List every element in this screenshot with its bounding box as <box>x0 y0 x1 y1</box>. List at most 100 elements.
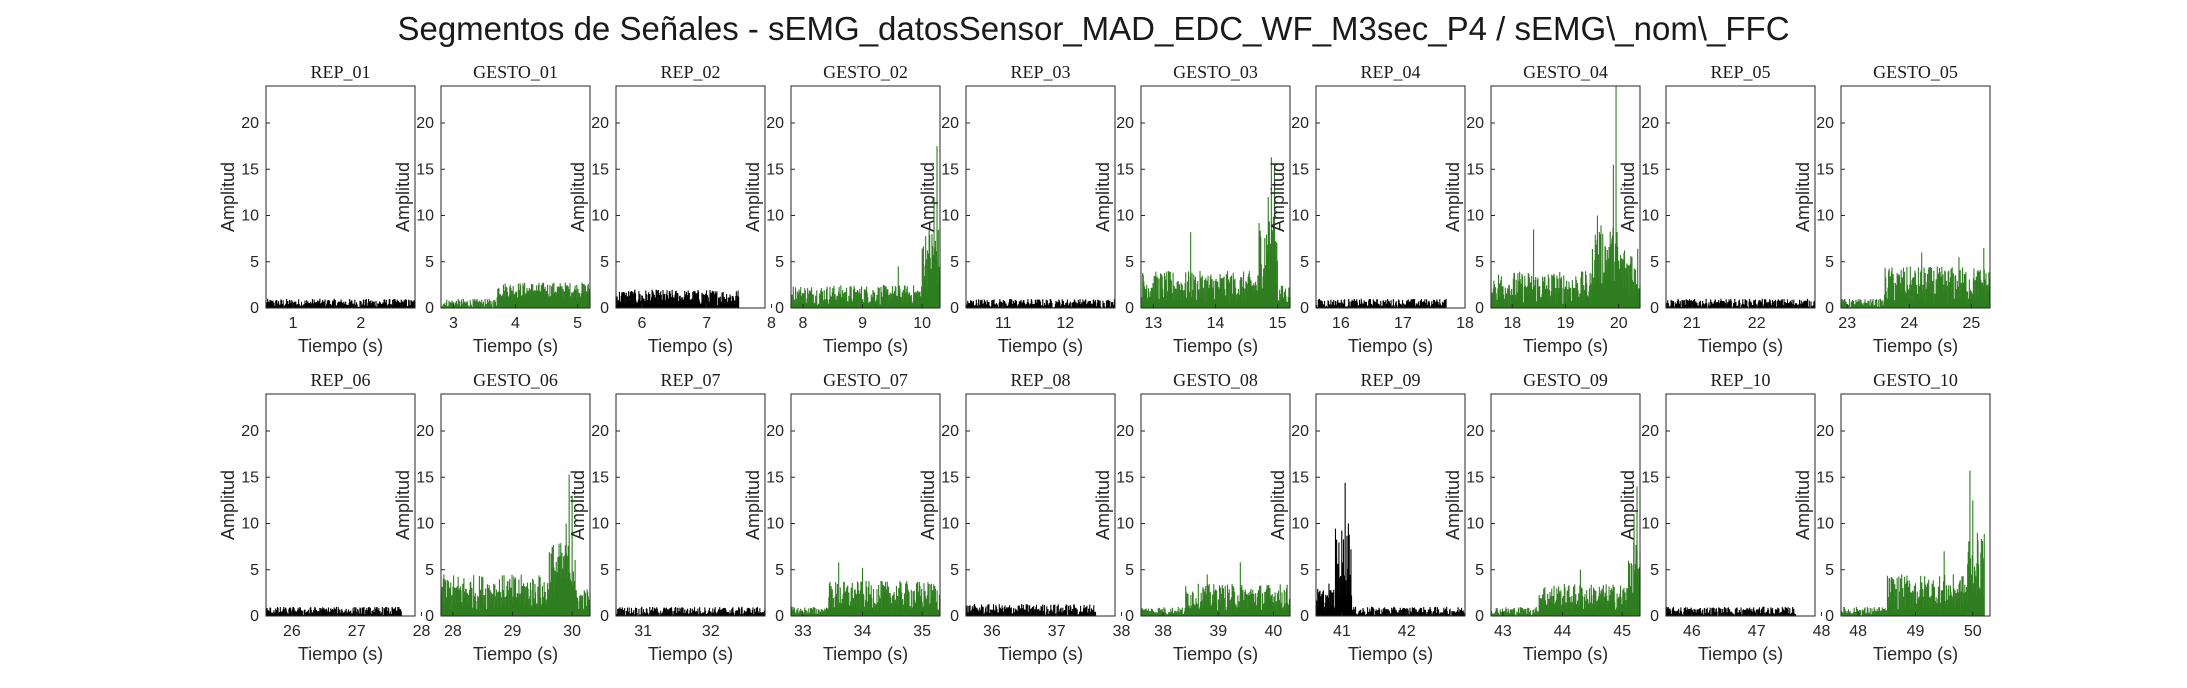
x-tick-label: 4 <box>511 315 520 332</box>
y-tick-label: 20 <box>1291 423 1309 440</box>
x-tick-label: 35 <box>913 623 931 640</box>
subplot-title: GESTO_08 <box>1173 370 1258 390</box>
y-tick-label: 20 <box>1291 115 1309 132</box>
x-axis-label: Tiempo (s) <box>1873 336 1958 356</box>
y-axis-label: Amplitud <box>568 162 588 232</box>
signal-trace <box>265 606 403 616</box>
x-axis-label: Tiempo (s) <box>1873 644 1958 664</box>
subplot-title: GESTO_01 <box>473 62 558 82</box>
y-tick-label: 20 <box>1641 423 1659 440</box>
y-tick-label: 0 <box>1125 300 1134 317</box>
x-tick-label: 47 <box>1748 623 1766 640</box>
x-tick-label: 36 <box>983 623 1001 640</box>
y-tick-label: 15 <box>941 161 959 178</box>
signal-trace <box>1315 298 1447 308</box>
y-tick-label: 5 <box>950 562 959 579</box>
y-tick-label: 0 <box>1475 608 1484 625</box>
y-tick-label: 5 <box>1475 562 1484 579</box>
y-tick-label: 10 <box>766 516 784 533</box>
y-tick-label: 20 <box>1116 115 1134 132</box>
x-tick-label: 7 <box>702 315 711 332</box>
subplot-title: REP_05 <box>1710 62 1770 82</box>
y-tick-label: 10 <box>941 516 959 533</box>
x-tick-label: 6 <box>637 315 646 332</box>
y-tick-label: 15 <box>241 161 259 178</box>
signal-trace <box>265 298 416 308</box>
axes-box <box>790 393 941 617</box>
y-tick-label: 10 <box>1116 208 1134 225</box>
subplot: GESTO_10 48 49 50 0 5 10 15 20 Tiempo (s) Amplitud <box>1793 370 1991 664</box>
y-tick-label: 15 <box>241 469 259 486</box>
y-tick-label: 5 <box>950 254 959 271</box>
x-tick-label: 37 <box>1048 623 1066 640</box>
subplot: REP_04 16 17 18 0 5 10 15 20 Tiempo (s) Amplitud <box>1268 62 1474 356</box>
x-axis-label: Tiempo (s) <box>1698 336 1783 356</box>
x-tick-label: 26 <box>283 623 301 640</box>
y-tick-label: 0 <box>600 608 609 625</box>
subplot-title: GESTO_02 <box>823 62 908 82</box>
y-tick-label: 20 <box>766 423 784 440</box>
y-tick-label: 0 <box>1475 300 1484 317</box>
subplot-title: GESTO_05 <box>1873 62 1958 82</box>
y-tick-label: 0 <box>425 300 434 317</box>
y-tick-label: 0 <box>250 300 259 317</box>
y-axis-label: Amplitud <box>1793 470 1813 540</box>
axes-box <box>965 85 1116 309</box>
axes-box <box>265 85 416 309</box>
y-tick-label: 10 <box>416 208 434 225</box>
subplot-title: REP_09 <box>1360 370 1420 390</box>
x-axis-label: Tiempo (s) <box>1173 644 1258 664</box>
subplot-title: REP_07 <box>660 370 720 390</box>
y-tick-label: 5 <box>1475 254 1484 271</box>
x-tick-label: 11 <box>995 315 1012 332</box>
y-tick-label: 10 <box>1466 516 1484 533</box>
x-tick-label: 48 <box>1813 623 1831 640</box>
figure-title: Segmentos de Señales - sEMG_datosSensor_… <box>397 10 1790 47</box>
y-tick-label: 20 <box>1816 115 1834 132</box>
x-axis-label: Tiempo (s) <box>298 336 383 356</box>
x-axis-label: Tiempo (s) <box>473 336 558 356</box>
y-tick-label: 15 <box>416 469 434 486</box>
signal-trace <box>965 299 1116 308</box>
x-tick-label: 46 <box>1683 623 1701 640</box>
y-tick-label: 0 <box>775 300 784 317</box>
subplot-title: GESTO_07 <box>823 370 908 390</box>
y-axis-label: Amplitud <box>1618 162 1638 232</box>
x-tick-label: 3 <box>449 315 458 332</box>
x-tick-label: 8 <box>767 315 776 332</box>
y-tick-label: 5 <box>1300 254 1309 271</box>
y-tick-label: 15 <box>1116 469 1134 486</box>
y-tick-label: 20 <box>1116 423 1134 440</box>
subplot: REP_10 46 47 48 0 5 10 15 20 Tiempo (s) Amplitud <box>1618 370 1830 664</box>
y-tick-label: 10 <box>1816 516 1834 533</box>
x-tick-label: 32 <box>702 623 720 640</box>
axes-box <box>615 393 766 617</box>
signal-trace <box>615 606 766 616</box>
axes-box <box>1665 85 1816 309</box>
y-tick-label: 10 <box>1466 208 1484 225</box>
x-axis-label: Tiempo (s) <box>1348 336 1433 356</box>
y-tick-label: 5 <box>1650 254 1659 271</box>
subplot: REP_09 41 42 0 5 10 15 20 Tiempo (s) Amplitud <box>1268 370 1466 664</box>
subplot: REP_05 21 22 0 5 10 15 20 Tiempo (s) Amplitud <box>1618 62 1816 356</box>
subplot-title: GESTO_10 <box>1873 370 1958 390</box>
x-tick-label: 1 <box>289 315 298 332</box>
subplot: GESTO_03 13 14 15 0 5 10 15 20 Tiempo (s) Amplitud <box>1093 62 1291 356</box>
subplot: GESTO_05 23 24 25 0 5 10 15 20 Tiempo (s) Amplitud <box>1793 62 1991 356</box>
y-tick-label: 15 <box>591 161 609 178</box>
subplot: GESTO_01 3 4 5 0 5 10 15 20 Tiempo (s) Amplitud <box>393 62 591 356</box>
y-tick-label: 5 <box>1825 562 1834 579</box>
axes-box <box>1315 85 1466 309</box>
axes-box <box>1315 393 1466 617</box>
subplot: REP_08 36 37 38 0 5 10 15 20 Tiempo (s) Amplitud <box>918 370 1130 664</box>
signal-trace <box>1665 298 1816 308</box>
x-tick-label: 14 <box>1207 315 1225 332</box>
y-tick-label: 5 <box>250 562 259 579</box>
subplot-title: GESTO_06 <box>473 370 558 390</box>
x-tick-label: 22 <box>1748 315 1766 332</box>
y-tick-label: 5 <box>425 254 434 271</box>
axes-box <box>1840 85 1991 309</box>
y-tick-label: 10 <box>941 208 959 225</box>
y-axis-label: Amplitud <box>1093 162 1113 232</box>
